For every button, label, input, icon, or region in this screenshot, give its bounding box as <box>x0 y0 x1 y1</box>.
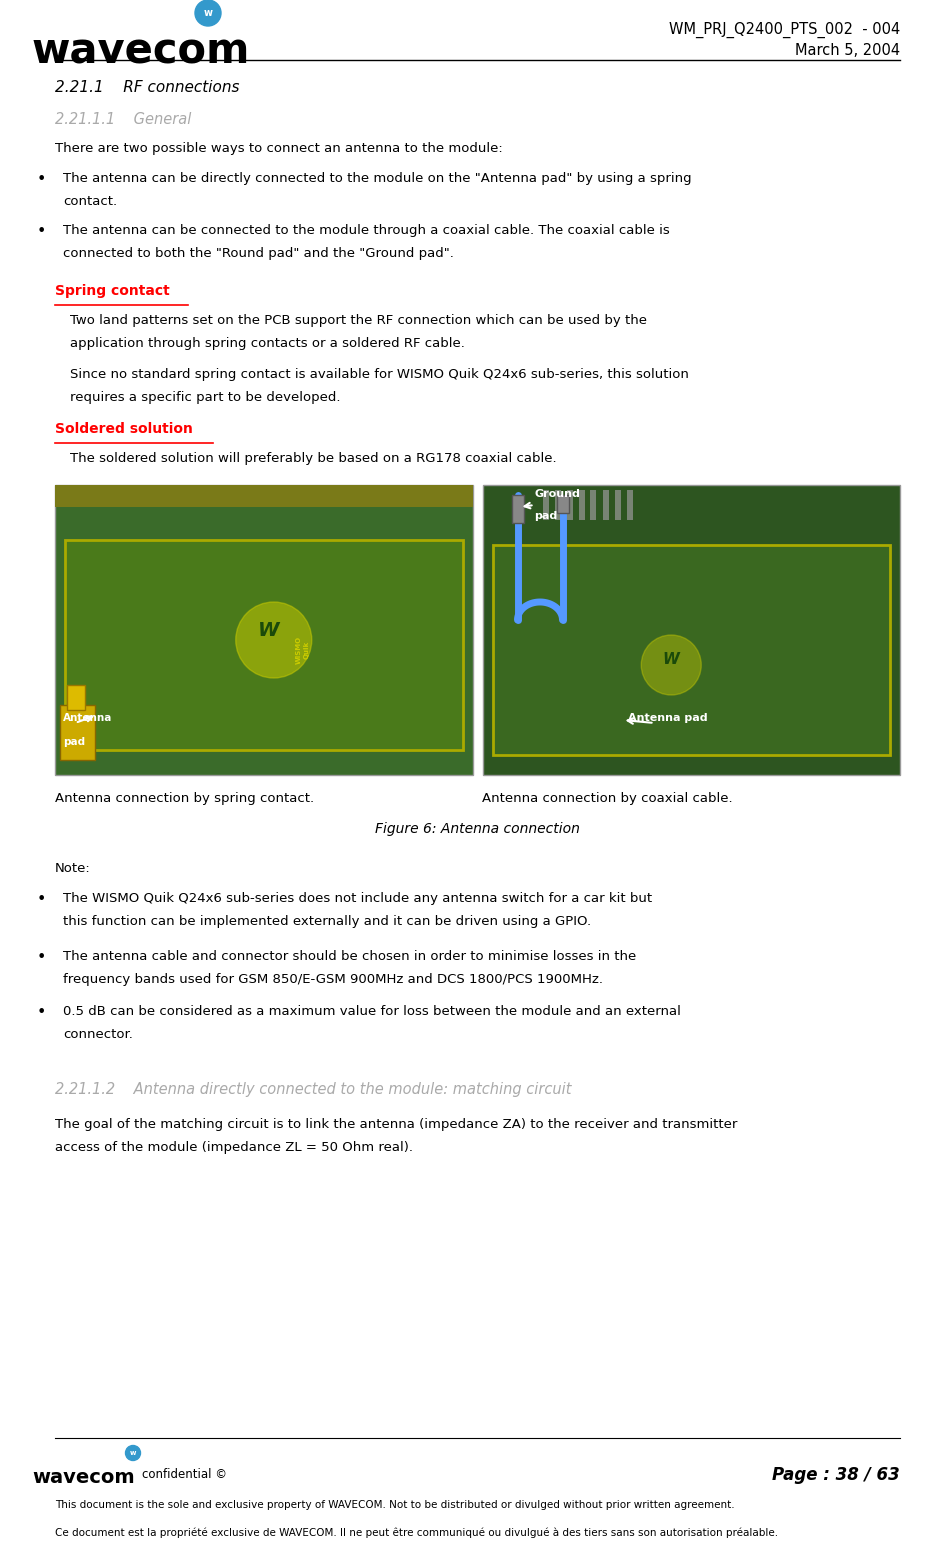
Text: W: W <box>258 620 279 640</box>
Bar <box>492 546 890 754</box>
Text: Antenna pad: Antenna pad <box>628 713 707 724</box>
Text: The WISMO Quik Q24x6 sub-series does not include any antenna switch for a car ki: The WISMO Quik Q24x6 sub-series does not… <box>63 892 652 904</box>
Text: Quik: Quik <box>304 642 310 659</box>
Bar <box>55 485 473 775</box>
Text: 0.5 dB can be considered as a maximum value for loss between the module and an e: 0.5 dB can be considered as a maximum va… <box>63 1005 681 1017</box>
Bar <box>590 490 597 519</box>
Text: Antenna: Antenna <box>63 713 112 724</box>
Text: WM_PRJ_Q2400_PTS_002  - 004: WM_PRJ_Q2400_PTS_002 - 004 <box>669 22 900 39</box>
Bar <box>55 485 473 507</box>
Bar <box>602 490 608 519</box>
Text: pad: pad <box>63 737 85 747</box>
Bar <box>65 540 462 750</box>
Text: 2.21.1    RF connections: 2.21.1 RF connections <box>55 80 239 94</box>
Text: connector.: connector. <box>63 1028 133 1040</box>
Text: confidential ©: confidential © <box>142 1469 227 1481</box>
Text: Page : 38 / 63: Page : 38 / 63 <box>772 1466 900 1484</box>
Circle shape <box>642 635 701 696</box>
Text: application through spring contacts or a soldered RF cable.: application through spring contacts or a… <box>70 337 465 349</box>
Text: Two land patterns set on the PCB support the RF connection which can be used by : Two land patterns set on the PCB support… <box>70 314 647 328</box>
Bar <box>567 490 573 519</box>
Text: contact.: contact. <box>63 195 117 209</box>
Circle shape <box>195 0 221 26</box>
Circle shape <box>235 601 312 679</box>
Text: connected to both the "Round pad" and the "Ground pad".: connected to both the "Round pad" and th… <box>63 247 454 260</box>
Text: Ground: Ground <box>534 489 580 499</box>
Text: •: • <box>37 1005 47 1020</box>
Circle shape <box>125 1446 140 1461</box>
Text: Figure 6: Antenna connection: Figure 6: Antenna connection <box>375 822 580 836</box>
Bar <box>555 490 560 519</box>
Text: Antenna connection by coaxial cable.: Antenna connection by coaxial cable. <box>483 792 733 805</box>
Text: wavecom: wavecom <box>32 1469 134 1487</box>
Text: frequency bands used for GSM 850/E-GSM 900MHz and DCS 1800/PCS 1900MHz.: frequency bands used for GSM 850/E-GSM 9… <box>63 972 603 986</box>
Text: Soldered solution: Soldered solution <box>55 422 193 436</box>
Text: Spring contact: Spring contact <box>55 284 170 298</box>
Text: wavecom: wavecom <box>32 29 250 73</box>
Text: •: • <box>37 224 47 240</box>
Text: Since no standard spring contact is available for WISMO Quik Q24x6 sub-series, t: Since no standard spring contact is avai… <box>70 368 689 380</box>
Text: access of the module (impedance ZL = 50 Ohm real).: access of the module (impedance ZL = 50 … <box>55 1141 413 1153</box>
Text: •: • <box>37 892 47 908</box>
Text: Ce document est la propriété exclusive de WAVECOM. Il ne peut être communiqué ou: Ce document est la propriété exclusive d… <box>55 1527 778 1538</box>
Text: March 5, 2004: March 5, 2004 <box>795 43 900 59</box>
Bar <box>60 705 95 761</box>
Bar <box>578 490 585 519</box>
Text: The antenna can be directly connected to the module on the "Antenna pad" by usin: The antenna can be directly connected to… <box>63 172 691 186</box>
Text: •: • <box>37 172 47 187</box>
Text: Note:: Note: <box>55 863 91 875</box>
Bar <box>483 485 900 775</box>
Text: 2.21.1.1    General: 2.21.1.1 General <box>55 111 191 127</box>
Text: Antenna connection by spring contact.: Antenna connection by spring contact. <box>55 792 314 805</box>
Text: WISMO: WISMO <box>296 635 302 665</box>
Text: •: • <box>37 949 47 965</box>
Bar <box>512 495 523 523</box>
Text: There are two possible ways to connect an antenna to the module:: There are two possible ways to connect a… <box>55 142 502 155</box>
Text: requires a specific part to be developed.: requires a specific part to be developed… <box>70 391 341 404</box>
Bar <box>627 490 632 519</box>
Bar <box>67 685 85 710</box>
Text: pad: pad <box>534 512 558 521</box>
Text: 2.21.1.2    Antenna directly connected to the module: matching circuit: 2.21.1.2 Antenna directly connected to t… <box>55 1082 572 1098</box>
Text: this function can be implemented externally and it can be driven using a GPIO.: this function can be implemented externa… <box>63 915 591 928</box>
Bar <box>557 495 569 513</box>
Text: w: w <box>204 8 213 19</box>
Text: This document is the sole and exclusive property of WAVECOM. Not to be distribut: This document is the sole and exclusive … <box>55 1500 735 1510</box>
Text: The antenna can be connected to the module through a coaxial cable. The coaxial : The antenna can be connected to the modu… <box>63 224 670 237</box>
Text: W: W <box>663 652 680 668</box>
Text: The antenna cable and connector should be chosen in order to minimise losses in : The antenna cable and connector should b… <box>63 949 636 963</box>
Text: The soldered solution will preferably be based on a RG178 coaxial cable.: The soldered solution will preferably be… <box>70 451 557 465</box>
Bar <box>543 490 548 519</box>
Text: w: w <box>130 1450 136 1456</box>
Text: The goal of the matching circuit is to link the antenna (impedance ZA) to the re: The goal of the matching circuit is to l… <box>55 1118 737 1132</box>
Bar <box>615 490 620 519</box>
